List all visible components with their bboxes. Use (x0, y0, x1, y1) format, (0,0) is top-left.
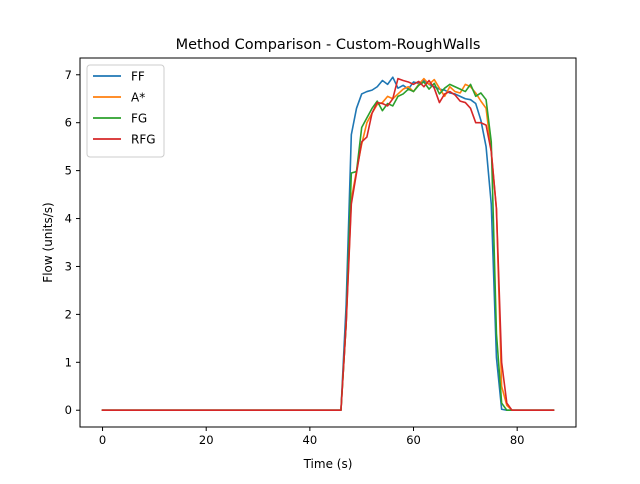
legend-label: RFG (131, 133, 156, 147)
y-tick-label: 0 (65, 403, 72, 417)
x-tick-label: 60 (406, 433, 421, 447)
legend: FF A* FG RFG (86, 64, 165, 158)
y-tick-label: 3 (65, 259, 72, 273)
y-tick-label: 1 (65, 355, 72, 369)
x-tick-label: 80 (510, 433, 525, 447)
y-axis: 0 1 2 3 4 5 6 7 (65, 68, 80, 417)
x-axis-label: Time (s) (303, 457, 353, 471)
chart-title: Method Comparison - Custom-RoughWalls (176, 37, 481, 53)
y-tick-label: 7 (65, 68, 72, 82)
legend-label: A* (131, 91, 145, 105)
y-tick-label: 5 (65, 164, 72, 178)
y-axis-label: Flow (units/s) (41, 202, 55, 282)
x-tick-label: 20 (199, 433, 214, 447)
x-tick-label: 0 (99, 433, 106, 447)
y-tick-label: 6 (65, 116, 72, 130)
legend-label: FG (131, 112, 147, 126)
x-tick-label: 40 (303, 433, 318, 447)
series-line-rfg (101, 77, 555, 412)
plot-frame (79, 57, 577, 428)
legend-label: FF (131, 70, 145, 84)
legend-box (86, 64, 165, 158)
y-tick-label: 4 (65, 212, 72, 226)
plot-area (101, 76, 555, 412)
y-tick-label: 2 (65, 307, 72, 321)
x-axis: 0 20 40 60 80 (99, 427, 525, 447)
